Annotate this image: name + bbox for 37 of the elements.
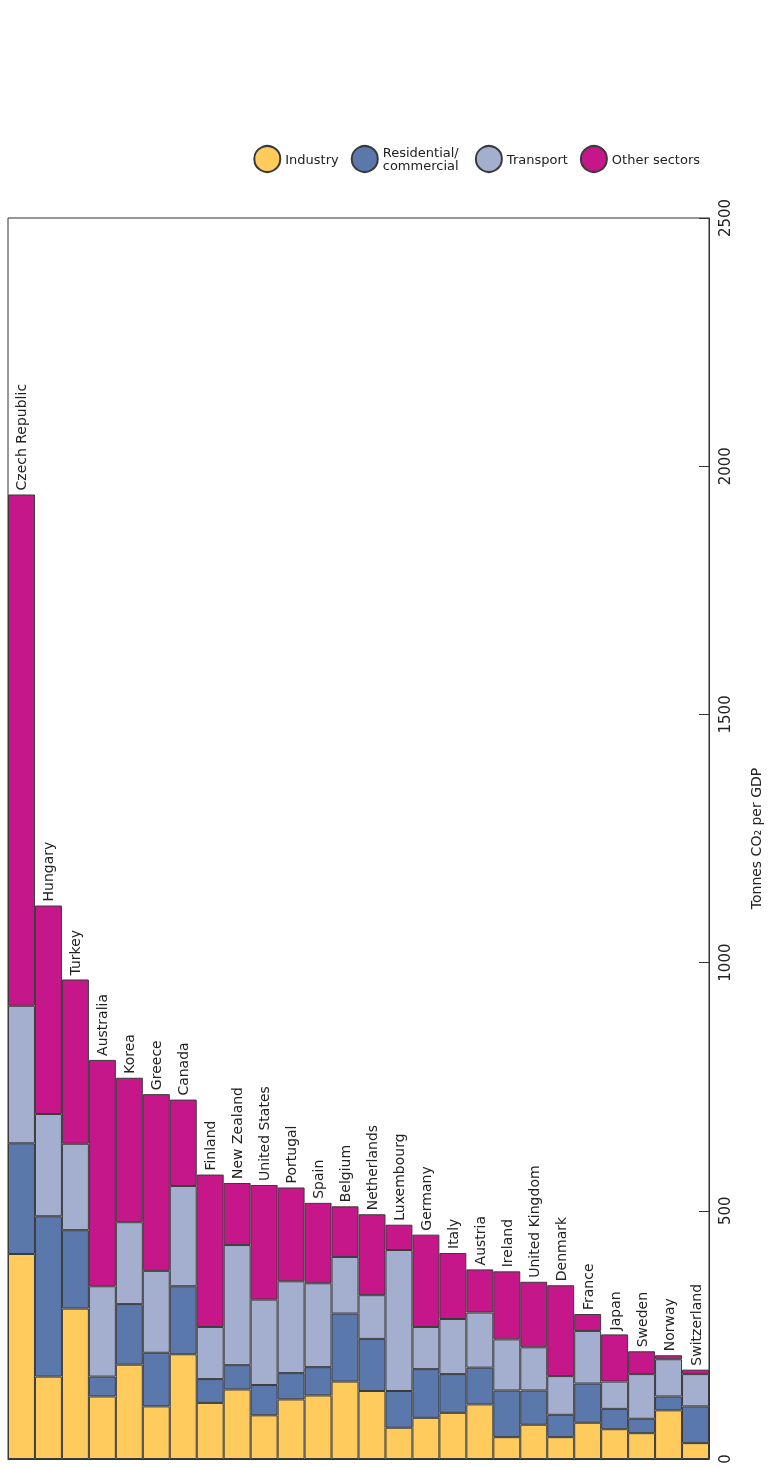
x-tick-label: Korea: [121, 1034, 138, 1074]
x-tick-label: Portugal: [283, 1125, 300, 1184]
x-tick-label: Switzerland: [687, 1283, 704, 1366]
x-tick-label: Norway: [660, 1298, 677, 1352]
x-tick-label: Ireland: [498, 1218, 515, 1268]
x-tick-label: Belgium: [337, 1144, 354, 1203]
x-tick-label: New Zealand: [229, 1087, 246, 1179]
x-tick-label: Japan: [606, 1291, 623, 1332]
x-tick-label: United States: [256, 1086, 273, 1181]
x-tick-label: Greece: [148, 1040, 165, 1091]
x-tick-label: Canada: [175, 1042, 192, 1096]
x-tick-label: Sweden: [633, 1291, 650, 1348]
x-tick-label: Denmark: [552, 1216, 569, 1282]
x-tick-label: Austria: [471, 1215, 488, 1266]
legend-label: Residential/ commercial: [382, 145, 463, 173]
legend-label: Transport: [505, 151, 568, 167]
y-axis-title: Tonnes CO₂ per GDP: [748, 767, 764, 911]
x-tick-label: Czech Republic: [13, 383, 30, 491]
x-tick-label: Finland: [202, 1120, 219, 1171]
y-tick-label: 500: [715, 1196, 734, 1226]
x-tick-label: Luxembourg: [390, 1133, 407, 1221]
y-tick-label: 2000: [715, 447, 734, 486]
x-tick-label: Italy: [444, 1218, 461, 1249]
legend-label: Industry: [285, 151, 340, 167]
y-tick-label: 2500: [715, 198, 734, 238]
y-tick-label: 1000: [715, 943, 734, 982]
x-tick-label: Australia: [94, 993, 111, 1056]
x-tick-label: United Kingdom: [525, 1165, 542, 1278]
x-tick-label: Spain: [310, 1159, 327, 1199]
x-tick-label: Turkey: [67, 929, 84, 977]
x-tick-label: France: [579, 1263, 596, 1311]
legend-label: Other sectors: [611, 151, 701, 167]
y-tick-label: 0: [715, 1454, 734, 1464]
x-tick-label: Germany: [417, 1166, 434, 1231]
x-tick-label: Hungary: [40, 841, 57, 902]
x-tick-label: Netherlands: [363, 1124, 380, 1211]
y-tick-label: 1500: [715, 695, 734, 734]
